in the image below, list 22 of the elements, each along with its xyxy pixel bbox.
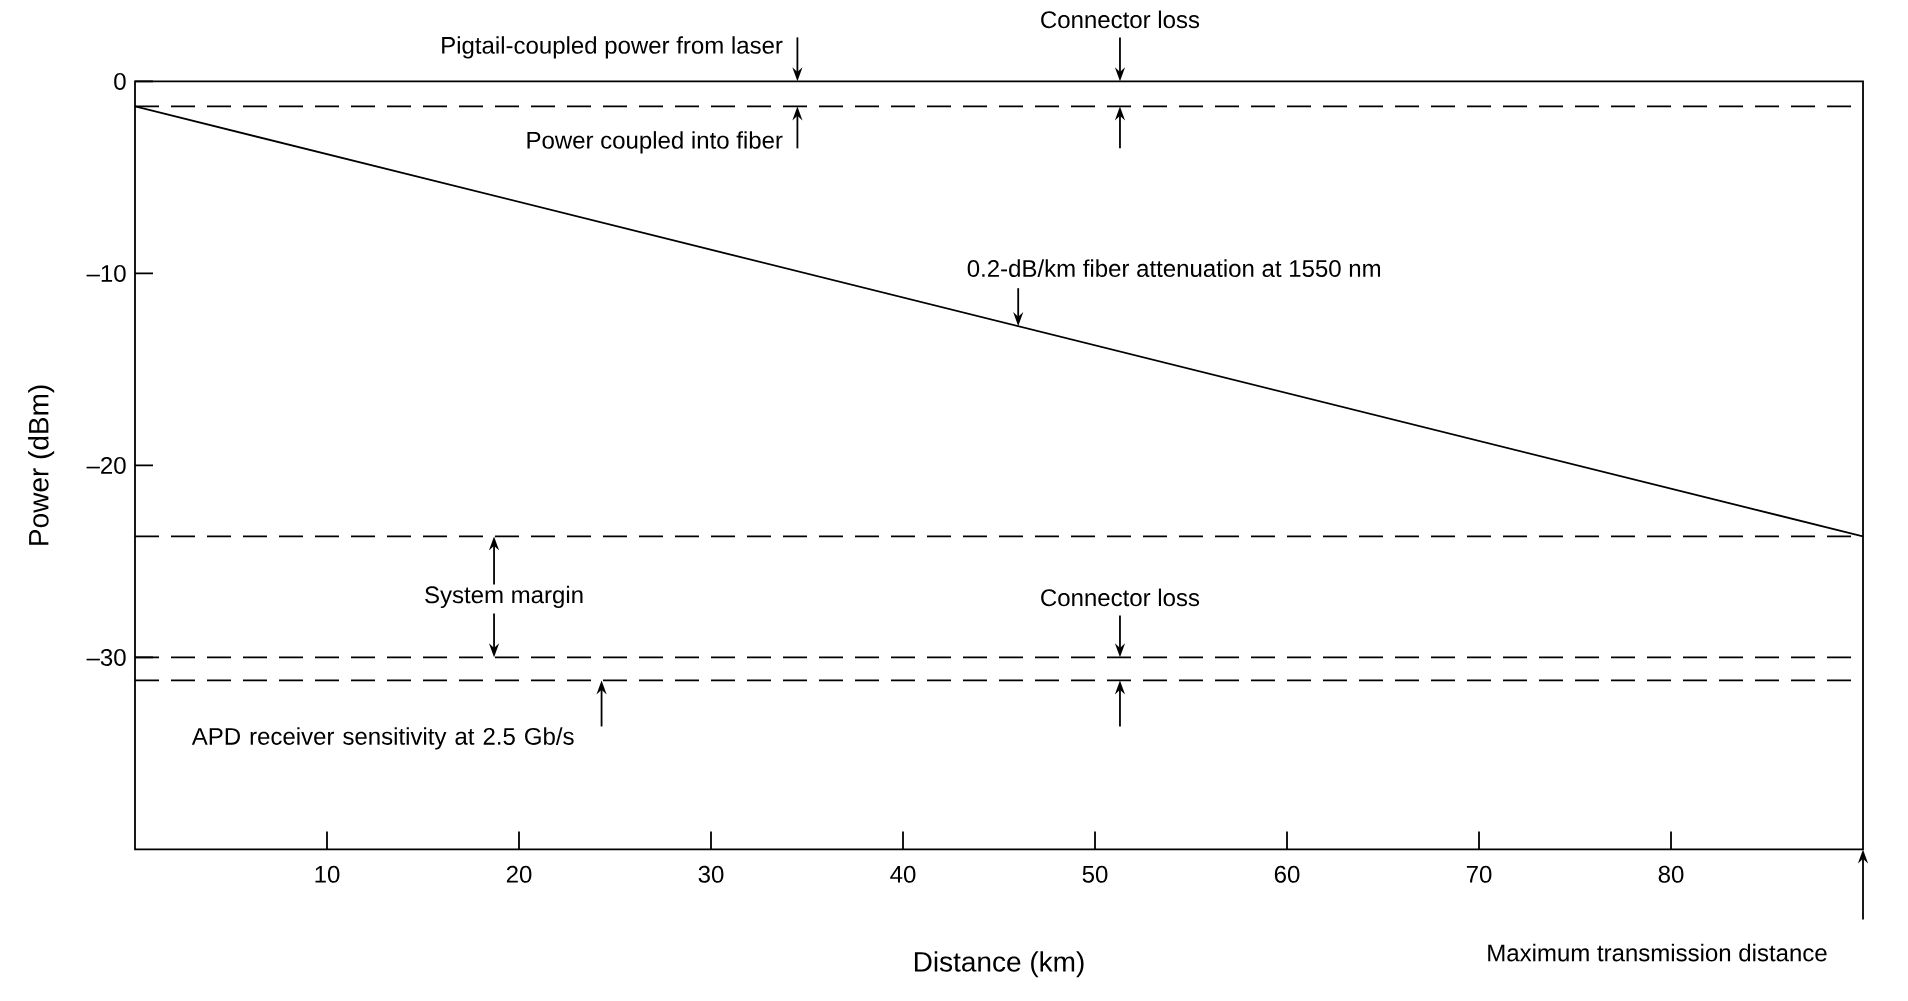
x-tick-label: 50 bbox=[1082, 865, 1108, 883]
x-tick-label: 20 bbox=[506, 865, 532, 883]
text: Maximum transmission distance bbox=[1488, 943, 1827, 962]
y-tick-label: 0 bbox=[114, 72, 126, 90]
annotation: Connector loss bbox=[1041, 588, 1200, 607]
annotation: Power coupled into fiber bbox=[527, 131, 783, 154]
annotation: APD receiver sensitivity at 2.5 Gb/s bbox=[191, 727, 574, 750]
y-axis-title: Power (dBm) bbox=[28, 385, 55, 545]
annotation: System margin bbox=[425, 585, 583, 609]
x-tick-label: 70 bbox=[1466, 865, 1492, 883]
x-tick-label: 80 bbox=[1658, 865, 1684, 883]
x-tick-label: 60 bbox=[1274, 865, 1300, 883]
x-axis-title: Distance (km) bbox=[914, 951, 1084, 978]
y-tick-label: –20 bbox=[86, 456, 126, 474]
x-tick-label: 40 bbox=[890, 865, 916, 883]
x-tick-label: 10 bbox=[315, 865, 340, 883]
y-tick-label: –30 bbox=[86, 648, 126, 666]
annotation: 0.2-dB/km fiber attenuation at 1550 nm bbox=[967, 259, 1381, 278]
text: Connector loss bbox=[1041, 10, 1200, 29]
y-tick-label: –10 bbox=[86, 264, 126, 282]
x-tick-label: 30 bbox=[698, 865, 724, 883]
text: Pigtail-coupled power from laser bbox=[442, 36, 783, 59]
